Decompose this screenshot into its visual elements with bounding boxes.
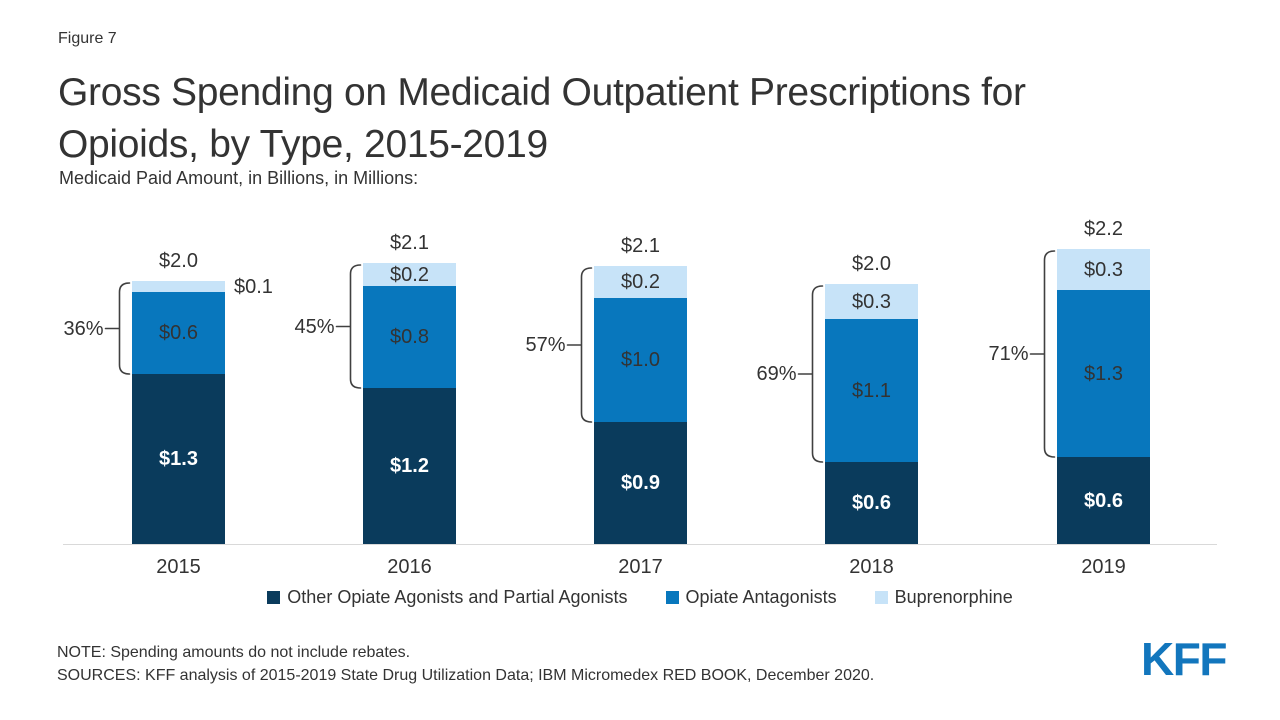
- x-axis-label-2016: 2016: [387, 556, 432, 578]
- bar-segment-light-2016: [363, 263, 456, 286]
- bar-segment-light-2018: [825, 284, 918, 319]
- bar-group-2018: [825, 284, 918, 544]
- legend-item-other-opiate-agonists: Other Opiate Agonists and Partial Agonis…: [267, 587, 628, 608]
- bar-segment-dark-2016: [363, 388, 456, 544]
- bar-group-2017: [594, 266, 687, 544]
- value-label-mid-2019: $1.3: [1084, 362, 1123, 385]
- brace-2018: [797, 285, 824, 463]
- bar-segment-mid-2018: [825, 319, 918, 462]
- value-label-light-2016: $0.2: [390, 263, 429, 286]
- brace-2017: [566, 267, 593, 423]
- value-label-outside-light-2015: $0.1: [234, 275, 273, 298]
- legend-item-opiate-antagonists: Opiate Antagonists: [665, 587, 837, 608]
- x-axis-label-2019: 2019: [1081, 556, 1126, 578]
- value-label-light-2017: $0.2: [621, 271, 660, 293]
- percent-label-2016: 45%: [294, 315, 335, 338]
- bar-segment-light-2015: [132, 281, 225, 292]
- value-label-mid-2015: $0.6: [159, 322, 198, 344]
- total-label-2015: $2.0: [159, 250, 198, 272]
- value-label-mid-2017: $1.0: [621, 349, 660, 371]
- legend: Other Opiate Agonists and Partial Agonis…: [0, 587, 1280, 608]
- sources-text: SOURCES: KFF analysis of 2015-2019 State…: [57, 667, 875, 684]
- brace-2016: [335, 264, 362, 389]
- value-label-dark-2016: $1.2: [390, 455, 429, 477]
- value-label-light-2019: $0.3: [1084, 258, 1123, 281]
- legend-swatch-mid-blue: [665, 591, 679, 604]
- kff-logo: KFF: [1141, 633, 1227, 685]
- legend-label: Opiate Antagonists: [685, 587, 837, 607]
- total-label-2016: $2.1: [390, 232, 429, 254]
- legend-label: Buprenorphine: [894, 587, 1013, 607]
- bar-segment-mid-2015: [132, 292, 225, 374]
- percent-label-2015: 36%: [63, 317, 104, 340]
- bar-segment-dark-2015: [132, 374, 225, 544]
- title-line-2: Opioids, by Type, 2015-2019: [58, 123, 548, 166]
- bar-segment-dark-2017: [594, 422, 687, 544]
- bar-group-2019: [1057, 249, 1150, 544]
- bar-segment-light-2017: [594, 266, 687, 298]
- legend-label: Other Opiate Agonists and Partial Agonis…: [287, 587, 628, 607]
- legend-item-buprenorphine: Buprenorphine: [874, 587, 1013, 608]
- value-label-dark-2017: $0.9: [621, 472, 660, 494]
- note-text: NOTE: Spending amounts do not include re…: [57, 644, 411, 661]
- bar-segment-mid-2019: [1057, 290, 1150, 457]
- value-label-mid-2016: $0.8: [390, 326, 429, 348]
- percent-label-2018: 69%: [756, 363, 797, 385]
- x-axis-label-2017: 2017: [618, 556, 663, 578]
- value-label-dark-2015: $1.3: [159, 448, 198, 470]
- bar-segment-light-2019: [1057, 249, 1150, 290]
- total-label-2017: $2.1: [621, 235, 660, 257]
- total-label-2019: $2.2: [1084, 218, 1123, 240]
- brace-2015: [104, 282, 131, 375]
- value-label-mid-2018: $1.1: [852, 379, 891, 402]
- figure-label: Figure 7: [58, 30, 117, 47]
- legend-swatch-light-blue: [874, 591, 888, 604]
- brace-2019: [1029, 250, 1056, 458]
- chart-title: Gross Spending on Medicaid Outpatient Pr…: [58, 67, 1026, 171]
- value-label-dark-2019: $0.6: [1084, 489, 1123, 512]
- value-label-light-2018: $0.3: [852, 290, 891, 313]
- legend-swatch-dark-blue: [267, 591, 281, 604]
- bar-group-2015: [132, 281, 225, 544]
- total-label-2018: $2.0: [852, 253, 891, 275]
- bar-segment-mid-2016: [363, 286, 456, 388]
- bar-segment-mid-2017: [594, 298, 687, 422]
- bar-segment-dark-2018: [825, 462, 918, 544]
- bar-segment-dark-2019: [1057, 457, 1150, 544]
- percent-label-2019: 71%: [988, 343, 1029, 365]
- x-axis-label-2018: 2018: [849, 556, 894, 578]
- title-line-1: Gross Spending on Medicaid Outpatient Pr…: [58, 71, 1026, 114]
- chart-subtitle: Medicaid Paid Amount, in Billions, in Mi…: [59, 168, 419, 188]
- value-label-dark-2018: $0.6: [852, 492, 891, 514]
- percent-label-2017: 57%: [525, 334, 566, 356]
- bar-group-2016: [363, 263, 456, 544]
- x-axis-line: [63, 544, 1217, 545]
- x-axis-label-2015: 2015: [156, 556, 201, 578]
